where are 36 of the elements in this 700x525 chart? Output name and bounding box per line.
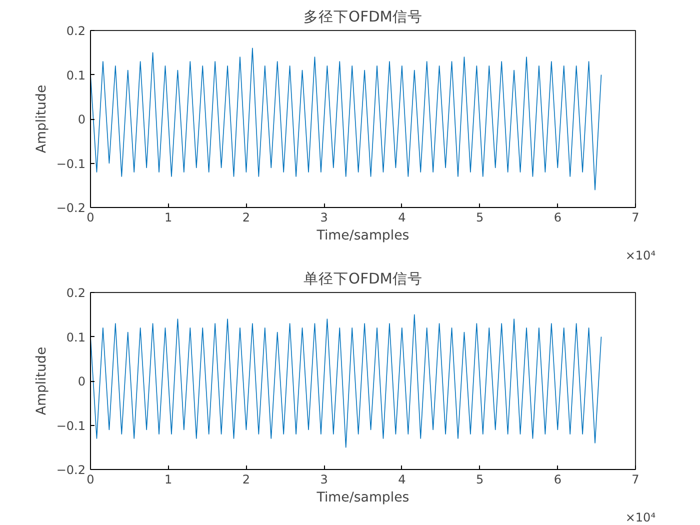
x-tick-label: 7 bbox=[632, 472, 640, 486]
x-tick-label: 5 bbox=[476, 472, 484, 486]
x-tick-label: 6 bbox=[554, 472, 562, 486]
x-tick-label: 4 bbox=[398, 472, 406, 486]
x-tick-label: 0 bbox=[86, 472, 94, 486]
x-tick-label: 4 bbox=[398, 210, 406, 224]
x-axis-title: Time/samples bbox=[316, 490, 410, 506]
line-series bbox=[90, 314, 602, 448]
chart-title: 多径下OFDM信号 bbox=[304, 8, 422, 26]
y-tick-label: 0 bbox=[78, 374, 86, 388]
x-tick-label: 6 bbox=[554, 210, 562, 224]
y-tick-label: 0.2 bbox=[66, 24, 86, 38]
y-tick-label: −0.2 bbox=[56, 463, 86, 477]
y-axis-title: Amplitude bbox=[34, 84, 50, 154]
chart-title: 单径下OFDM信号 bbox=[304, 270, 422, 288]
x-tick-label: 7 bbox=[632, 210, 640, 224]
y-tick-label: −0.1 bbox=[56, 156, 86, 171]
x-tick-label: 1 bbox=[164, 210, 172, 224]
x-tick-label: 2 bbox=[242, 210, 250, 224]
y-tick-label: 0.1 bbox=[66, 330, 86, 344]
y-tick-label: −0.2 bbox=[56, 201, 86, 215]
y-tick-label: 0.2 bbox=[66, 286, 86, 300]
text: ×10⁴ bbox=[625, 510, 656, 524]
line-series bbox=[90, 48, 602, 190]
x-tick-label: 2 bbox=[242, 472, 250, 486]
x-tick-label: 3 bbox=[320, 210, 328, 224]
text: ×10⁴ bbox=[625, 248, 656, 262]
y-tick-label: −0.1 bbox=[56, 418, 86, 433]
x-tick-label: 3 bbox=[320, 472, 328, 486]
y-tick-label: 0 bbox=[78, 112, 86, 126]
y-tick-label: 0.1 bbox=[66, 68, 86, 82]
y-axis-title: Amplitude bbox=[34, 346, 50, 416]
x-axis-title: Time/samples bbox=[316, 228, 410, 244]
x-tick-label: 0 bbox=[86, 210, 94, 224]
x-tick-label: 5 bbox=[476, 210, 484, 224]
x-tick-label: 1 bbox=[164, 472, 172, 486]
